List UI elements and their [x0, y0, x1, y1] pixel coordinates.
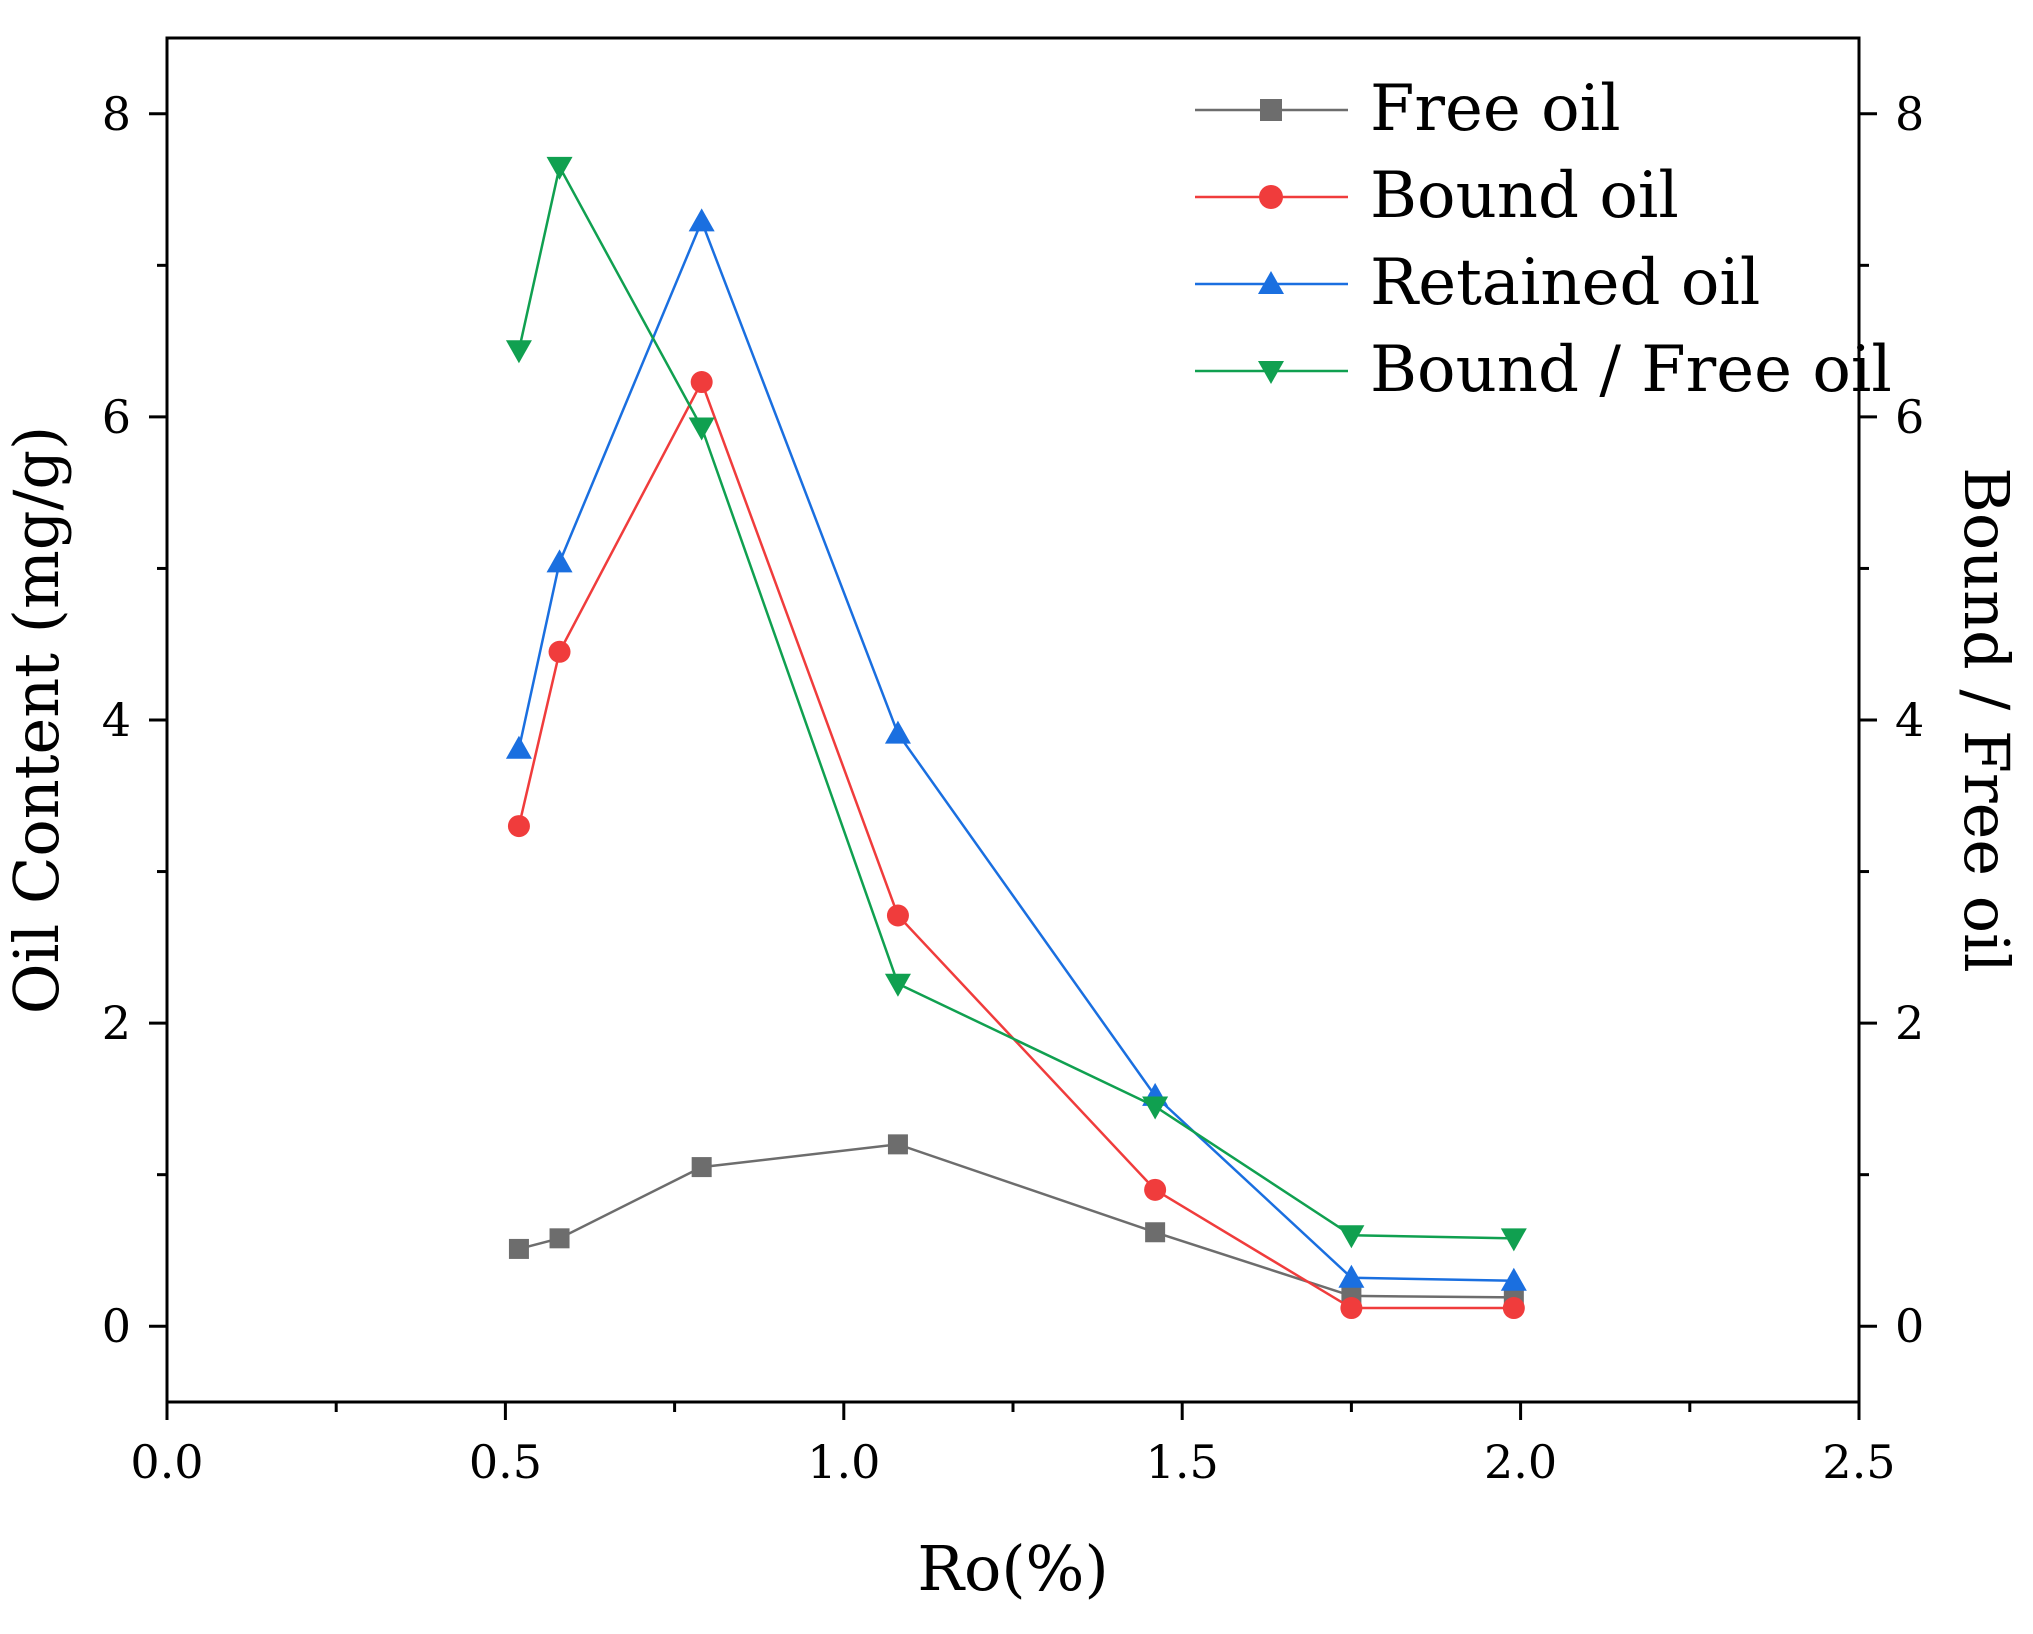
legend-marker-triangle-up: [1258, 271, 1284, 294]
data-point-bound-free-oil: [546, 156, 573, 180]
data-point-retained-oil: [688, 208, 715, 232]
data-point-bound-oil: [1340, 1297, 1363, 1320]
plot-area-frame: [165, 36, 1861, 1404]
data-series: [505, 156, 1527, 1320]
data-point-retained-oil: [1500, 1267, 1527, 1291]
legend-label-bound-oil: Bound oil: [1370, 159, 1679, 233]
series-line-free-oil: [518, 1143, 1514, 1299]
series-retained-oil: [505, 208, 1527, 1291]
y-tick-label: 4: [102, 693, 131, 747]
axis-ticks: [149, 112, 1877, 1420]
data-point-bound-oil: [507, 815, 530, 838]
x-tick-label: 2.0: [1484, 1435, 1557, 1489]
data-point-bound-free-oil: [505, 340, 532, 364]
x-tick-label: 1.0: [807, 1435, 880, 1489]
data-point-bound-free-oil: [1142, 1096, 1169, 1120]
axis-tick-labels: 0.0 0.5 1.0 1.5 2.0 2.5 0 2 4 6 8 0 2 4 6 8: [102, 87, 1925, 1489]
data-point-free-oil: [887, 1134, 908, 1155]
series-line-bound-free-oil: [517, 163, 1514, 1240]
x-tick-label: 2.5: [1822, 1435, 1895, 1489]
legend-marker-triangle-down: [1258, 361, 1284, 384]
data-point-bound-oil: [548, 640, 571, 663]
legend-item-bound-free-ratio: Bound / Free oil: [1195, 333, 1892, 407]
y-tick-label: 2: [102, 996, 131, 1050]
y2-tick-label: 0: [1895, 1299, 1924, 1353]
y-tick-label: 8: [102, 87, 131, 141]
data-point-free-oil: [508, 1238, 529, 1259]
legend-label-retained-oil: Retained oil: [1370, 246, 1760, 320]
data-point-bound-oil: [690, 371, 713, 394]
legend-item-retained-oil: Retained oil: [1195, 246, 1760, 320]
series-bound-oil: [507, 371, 1525, 1320]
data-point-retained-oil: [1338, 1264, 1365, 1288]
y2-tick-label: 2: [1895, 996, 1924, 1050]
legend-item-free-oil: Free oil: [1195, 72, 1621, 146]
y2-tick-label: 6: [1895, 390, 1924, 444]
legend-label-bound-free-ratio: Bound / Free oil: [1370, 333, 1892, 407]
data-point-free-oil: [549, 1228, 570, 1249]
y2-tick-label: 4: [1895, 693, 1924, 747]
x-tick-label: 0.0: [130, 1435, 203, 1489]
y2-tick-label: 8: [1895, 87, 1924, 141]
data-point-bound-oil: [1502, 1297, 1525, 1320]
data-point-retained-oil: [505, 735, 532, 759]
series-bound-free-oil: [505, 156, 1527, 1252]
legend-marker-square: [1260, 99, 1282, 121]
data-point-bound-free-oil: [688, 417, 715, 441]
y-tick-label: 0: [102, 1299, 131, 1353]
y2-axis-title: Bound / Free oil: [1950, 467, 2023, 972]
plot-border: [165, 36, 1861, 1404]
legend-item-bound-oil: Bound oil: [1195, 159, 1679, 233]
data-point-retained-oil: [884, 720, 911, 744]
data-point-bound-free-oil: [1500, 1228, 1527, 1252]
data-point-bound-free-oil: [884, 973, 911, 997]
y-tick-label: 6: [102, 390, 131, 444]
series-free-oil: [508, 1134, 1524, 1308]
data-point-bound-oil: [1144, 1178, 1167, 1201]
legend: Free oil Bound oil Retained oil Bound / …: [1195, 72, 1892, 407]
x-axis-title: Ro(%): [917, 1532, 1108, 1605]
x-tick-label: 0.5: [469, 1435, 542, 1489]
legend-marker-circle: [1259, 185, 1283, 209]
data-point-bound-free-oil: [1338, 1225, 1365, 1249]
series-line-bound-oil: [517, 378, 1514, 1310]
data-point-free-oil: [1145, 1222, 1166, 1243]
x-tick-label: 1.5: [1146, 1435, 1219, 1489]
data-point-bound-oil: [886, 904, 909, 927]
legend-label-free-oil: Free oil: [1370, 72, 1621, 146]
series-line-retained-oil: [517, 218, 1514, 1283]
data-point-retained-oil: [546, 549, 573, 573]
data-point-free-oil: [691, 1157, 712, 1178]
y-axis-title: Oil Content (mg/g): [0, 426, 73, 1015]
